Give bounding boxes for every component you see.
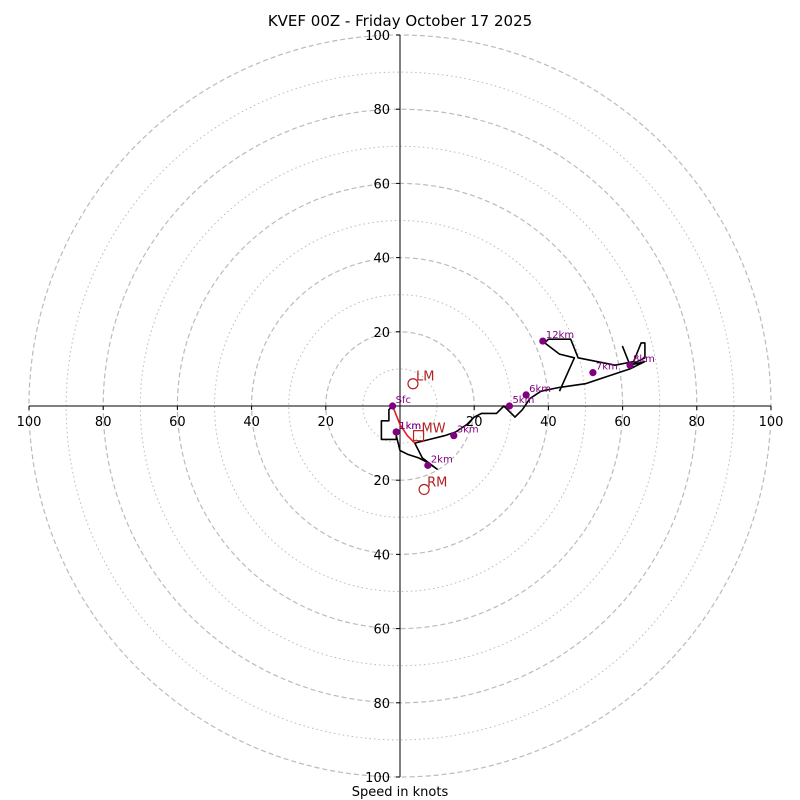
height-marker-point (450, 432, 458, 440)
y-tick-label: 40 (373, 252, 390, 267)
height-marker-point (424, 461, 432, 469)
y-tick-label: 40 (373, 548, 390, 563)
wind-traces (380, 338, 646, 470)
x-tick-label: 100 (17, 415, 42, 430)
height-marker-label: 1km (399, 421, 421, 432)
y-tick-label: 80 (373, 697, 390, 712)
x-tick-label: 60 (614, 415, 631, 430)
tick-labels: 100 80 60 40 20 20 40 60 80 100 100 80 60 40 20 20 40 60 8… (17, 29, 784, 786)
storm-motion-label: MW (422, 422, 446, 437)
storm-motion-marker (412, 430, 425, 442)
height-marker-point (522, 391, 530, 399)
height-marker-label: 3km (457, 425, 479, 436)
storm-motion-label: LM (416, 370, 434, 385)
axes (29, 35, 771, 777)
y-tick-label: 60 (373, 623, 390, 638)
height-marker-label: 6km (529, 384, 551, 395)
y-tick-label: 20 (373, 474, 390, 489)
height-marker-point (505, 402, 514, 410)
x-tick-label: 80 (689, 415, 706, 430)
height-marker-point (589, 369, 597, 377)
height-marker-label: 8km (633, 354, 655, 365)
x-tick-label: 20 (318, 415, 335, 430)
height-marker-label: 2km (431, 454, 453, 465)
height-marker-point (539, 337, 547, 345)
height-marker-point (626, 361, 634, 369)
x-tick-label: 40 (243, 415, 260, 430)
height-marker-label: 12km (546, 330, 574, 341)
x-axis-label: Speed in knots (352, 785, 449, 800)
y-tick-label: 60 (373, 177, 390, 192)
y-tick-label: 100 (365, 29, 390, 44)
y-tick-label: 20 (373, 326, 390, 341)
x-tick-label: 40 (540, 415, 557, 430)
x-tick-label: 60 (169, 415, 186, 430)
height-marker-label: Sfc (396, 395, 411, 406)
hodograph-trace (380, 338, 646, 470)
chart-title: KVEF 00Z - Friday October 17 2025 (268, 12, 532, 30)
x-tick-label: 20 (466, 415, 483, 430)
height-marker-label: 1km (399, 421, 421, 432)
height-marker-label: 7km (596, 362, 618, 373)
y-tick-label: 80 (373, 103, 390, 118)
height-marker-point (392, 428, 400, 436)
y-tick-label: 100 (365, 771, 390, 786)
storm-motion-marker (407, 378, 419, 390)
storm-motion-label: RM (427, 475, 447, 490)
height-marker-point (388, 402, 397, 410)
x-tick-label: 100 (759, 415, 784, 430)
low-level-shear-trace (391, 405, 416, 444)
storm-motion-marker (418, 483, 430, 496)
storm-motion-markers: LM MW RM (407, 370, 447, 496)
height-marker-label: 5km (512, 395, 534, 406)
x-tick-label: 80 (95, 415, 112, 430)
